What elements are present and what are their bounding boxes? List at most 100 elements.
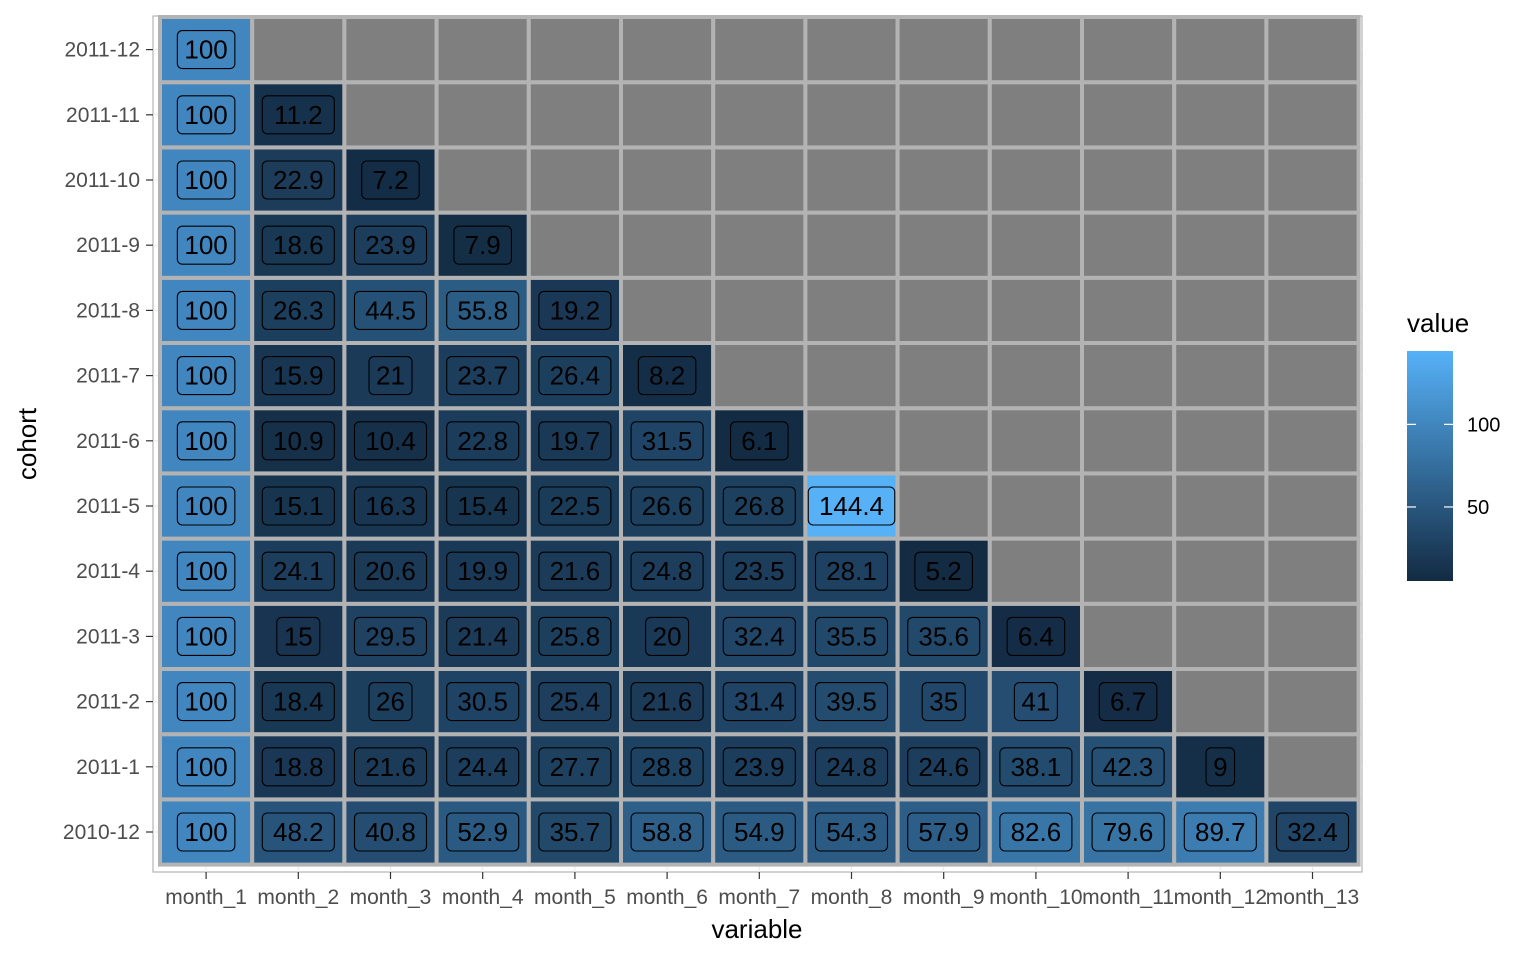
heatmap-tile [987, 471, 1084, 541]
cell-label-box [630, 682, 704, 722]
heatmap-tile [895, 145, 992, 215]
cell-label-box [630, 551, 704, 591]
cell-value-label: 24.8 [642, 556, 693, 586]
cell-label-box [814, 551, 889, 591]
heatmap-tile [1172, 80, 1269, 150]
cell-label-box [1183, 812, 1257, 852]
cell-value-label: 32.4 [734, 621, 785, 651]
heatmap-tile [526, 145, 623, 215]
cell-label-box [1091, 812, 1165, 852]
cell-value-label: 35.5 [826, 621, 877, 651]
cell-value-label: 20.6 [365, 556, 416, 586]
heatmap-tile [1264, 667, 1361, 737]
cell-label-box [368, 356, 413, 396]
cell-value-label: 28.8 [642, 752, 693, 782]
cell-value-label: 18.6 [273, 230, 324, 260]
x-tick-label: month_11 [1082, 886, 1174, 909]
cell-value-label: 144.4 [819, 491, 884, 521]
cell-label-box [446, 421, 520, 461]
y-tick-label: 2011-4 [76, 560, 140, 583]
y-tick-label: 2011-7 [76, 365, 140, 388]
cell-label-box [814, 812, 889, 852]
heatmap-tile [895, 406, 992, 476]
cell-label-box [538, 682, 612, 722]
cell-label-box [446, 812, 520, 852]
cell-label-box [176, 747, 236, 787]
cell-label-box [176, 95, 236, 135]
heatmap-tile [1172, 406, 1269, 476]
heatmap-tile [158, 797, 255, 867]
cell-value-label: 100 [184, 752, 227, 782]
cell-value-label: 5.2 [926, 556, 962, 586]
y-tick-label: 2011-10 [64, 169, 140, 192]
y-axis-title: cohort [12, 407, 42, 480]
x-tick-label: month_9 [903, 886, 985, 909]
cell-value-label: 100 [184, 295, 227, 325]
heatmap-tile [526, 15, 623, 85]
cell-value-label: 25.8 [550, 621, 601, 651]
cell-label-box [999, 812, 1073, 852]
cell-label-box [446, 682, 520, 722]
heatmap-tile [158, 15, 255, 85]
cell-value-label: 10.9 [273, 426, 324, 456]
cell-labels: 100 48.2 40.8 52.9 35.7 58.8 54.9 54.3 57.9 82.6 7… [176, 30, 1350, 852]
heatmap-tile [158, 667, 255, 737]
heatmap-tile [711, 80, 808, 150]
cell-value-label: 7.2 [372, 165, 408, 195]
cell-label-box [722, 486, 796, 526]
cell-label-box [353, 290, 428, 330]
cell-label-box [999, 747, 1073, 787]
heatmap-tile [1264, 210, 1361, 280]
heatmap-tile [987, 145, 1084, 215]
cell-value-label: 100 [184, 230, 227, 260]
cell-value-label: 24.8 [826, 752, 877, 782]
heatmap-tile [987, 210, 1084, 280]
cell-value-label: 27.7 [550, 752, 601, 782]
cell-value-label: 19.7 [550, 426, 601, 456]
y-tick-label: 2011-5 [76, 495, 140, 518]
legend-title: value [1407, 308, 1469, 338]
cell-label-box [446, 486, 520, 526]
cell-label-box [1098, 682, 1158, 722]
color-legend: value 50 100 [1407, 308, 1500, 581]
heatmap-tile [619, 80, 716, 150]
cell-label-box [176, 30, 236, 70]
cell-value-label: 22.8 [457, 426, 508, 456]
heatmap-tile [1172, 667, 1269, 737]
cell-value-label: 10.4 [365, 426, 416, 456]
cell-label-box [361, 160, 420, 200]
cell-label-box [722, 551, 796, 591]
cell-label-box [176, 421, 236, 461]
cell-label-box [176, 356, 236, 396]
heatmap-tile [1264, 275, 1361, 345]
cell-value-label: 100 [184, 100, 227, 130]
cell-value-label: 52.9 [457, 817, 508, 847]
cell-value-label: 26 [376, 687, 405, 717]
cell-label-box [261, 290, 335, 330]
heatmap-tile [895, 15, 992, 85]
cell-value-label: 82.6 [1011, 817, 1062, 847]
cell-value-label: 18.4 [273, 687, 324, 717]
heatmap-tile [895, 275, 992, 345]
cell-label-box [353, 225, 428, 265]
cell-value-label: 31.4 [734, 687, 785, 717]
heatmap-tile [895, 80, 992, 150]
cell-value-label: 48.2 [273, 817, 324, 847]
y-tick-label: 2011-12 [64, 39, 140, 62]
cell-value-label: 24.4 [457, 752, 508, 782]
cell-value-label: 19.9 [457, 556, 508, 586]
cell-value-label: 35.6 [918, 621, 969, 651]
cell-value-label: 40.8 [365, 817, 416, 847]
x-tick-label: month_6 [626, 886, 708, 909]
cell-value-label: 16.3 [365, 491, 416, 521]
heatmap-tile [895, 471, 992, 541]
heatmap-tile [1264, 536, 1361, 606]
cell-value-label: 100 [184, 426, 227, 456]
y-tick-label: 2011-1 [76, 756, 140, 779]
cell-value-label: 6.1 [741, 426, 777, 456]
heatmap-tile [1264, 601, 1361, 671]
cell-label-box [538, 551, 612, 591]
cell-label-box [353, 421, 428, 461]
cell-value-label: 100 [184, 687, 227, 717]
x-tick-label: month_8 [811, 886, 893, 909]
